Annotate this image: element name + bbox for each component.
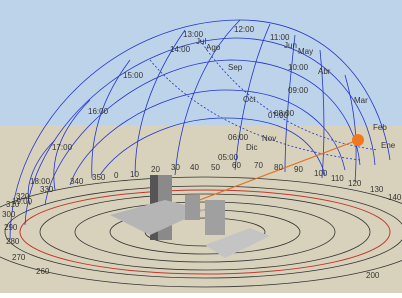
azimuth-label: 40 <box>190 163 199 172</box>
hour-label: 09:00 <box>288 86 309 95</box>
sun-path-view: 12:0011:0013:0014:0015:0016:0017:0018:00… <box>0 0 402 293</box>
azimuth-label: 140 <box>388 193 402 202</box>
azimuth-label: 0 <box>114 171 119 180</box>
hour-label: 15:00 <box>123 71 144 80</box>
month-label: Jun <box>284 41 297 50</box>
hour-label: 14:00 <box>170 45 191 54</box>
azimuth-label: 350 <box>92 173 106 182</box>
hour-label: 10:00 <box>288 63 309 72</box>
month-label: Ene <box>381 141 396 150</box>
month-label: Feb <box>373 123 387 132</box>
hour-label: 17:00 <box>52 143 73 152</box>
azimuth-label: 20 <box>151 165 160 174</box>
azimuth-label: 120 <box>348 179 362 188</box>
azimuth-label: 270 <box>12 253 26 262</box>
azimuth-label: 300 <box>2 210 16 219</box>
azimuth-label: 280 <box>6 237 20 246</box>
azimuth-label: 310 <box>6 200 20 209</box>
azimuth-label: 260 <box>36 267 50 276</box>
hour-label: 16:00 <box>88 107 109 116</box>
month-label: Ago <box>206 43 221 52</box>
month-label: Mar <box>354 96 368 105</box>
azimuth-label: 100 <box>314 169 328 178</box>
hour-label: 07:00 <box>268 111 289 120</box>
month-label: Nov <box>262 134 276 143</box>
month-label: Dic <box>246 143 258 152</box>
sun <box>352 134 364 146</box>
azimuth-label: 340 <box>70 177 84 186</box>
azimuth-label: 330 <box>40 185 54 194</box>
azimuth-label: 290 <box>4 223 18 232</box>
azimuth-label: 60 <box>232 161 241 170</box>
azimuth-label: 50 <box>211 163 220 172</box>
azimuth-label: 30 <box>171 163 180 172</box>
azimuth-label: 90 <box>294 165 303 174</box>
azimuth-label: 200 <box>366 271 380 280</box>
azimuth-label: 130 <box>370 185 384 194</box>
month-label: Abr <box>318 67 331 76</box>
month-label: Sep <box>228 63 243 72</box>
month-label: Oct <box>243 95 256 104</box>
hour-label: 12:00 <box>234 25 255 34</box>
azimuth-label: 110 <box>331 174 344 183</box>
hour-label: 06:00 <box>228 133 249 142</box>
azimuth-label: 70 <box>254 161 263 170</box>
month-label: May <box>298 47 313 56</box>
azimuth-label: 10 <box>130 170 139 179</box>
azimuth-label: 320 <box>16 192 30 201</box>
month-label: Jul <box>196 37 206 46</box>
azimuth-label: 80 <box>274 163 283 172</box>
